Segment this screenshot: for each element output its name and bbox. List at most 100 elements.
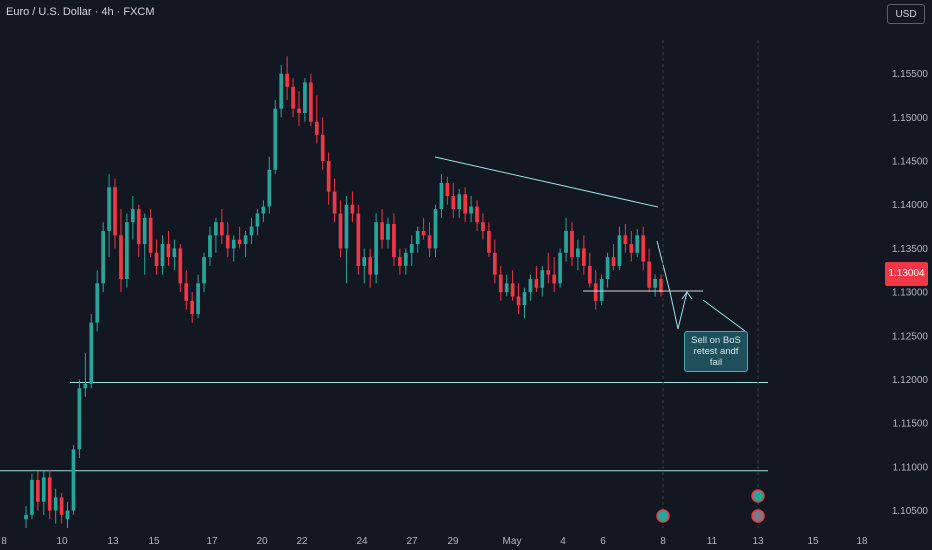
x-tick-label: 8 [660, 536, 666, 547]
candle-body [255, 213, 260, 227]
candle-body [528, 279, 533, 293]
candle [89, 313, 94, 389]
candle-body [89, 322, 94, 384]
candle [451, 182, 456, 218]
candle-body [231, 239, 236, 249]
candle-body [653, 279, 657, 288]
candle-body [196, 283, 200, 314]
candle-body [53, 497, 58, 511]
candle-body [160, 244, 165, 266]
candle [101, 222, 105, 293]
candle-body [451, 196, 456, 210]
y-tick-label: 1.14000 [892, 200, 929, 211]
event-marker-icon[interactable] [751, 489, 765, 503]
candle-body [273, 108, 278, 170]
candle-body [392, 223, 396, 258]
x-tick-label: 11 [707, 536, 718, 547]
candle [297, 91, 301, 127]
candle-body [552, 274, 557, 284]
candle [593, 270, 598, 310]
candle [647, 248, 651, 293]
candle [386, 217, 390, 249]
candle [30, 473, 34, 520]
x-tick-label: 22 [296, 536, 308, 547]
candle [605, 252, 610, 288]
candle [617, 226, 622, 271]
candle [546, 252, 551, 284]
candle-body [291, 86, 295, 109]
candle-body [59, 497, 64, 515]
event-marker-icon[interactable] [656, 509, 670, 523]
candle [71, 445, 76, 515]
x-tick-label: 8 [1, 536, 7, 547]
candle-body [605, 257, 610, 279]
candle-body [297, 108, 301, 113]
projection-path[interactable] [656, 240, 688, 330]
candle [142, 213, 147, 275]
candle-body [635, 235, 640, 253]
candle [653, 274, 657, 297]
candlesticks [24, 56, 663, 528]
candle [350, 191, 355, 223]
candle-body [564, 230, 568, 253]
y-tick-label: 1.12000 [892, 375, 929, 386]
candle-body [154, 252, 159, 266]
candle [576, 239, 580, 271]
candle-body [243, 235, 248, 245]
trade-annotation[interactable]: Sell on BoS retest andf fail [684, 331, 748, 372]
candle [415, 226, 420, 253]
candle [463, 187, 467, 223]
candle [273, 99, 278, 175]
candle [344, 196, 349, 284]
candle-body [415, 230, 420, 245]
candle [225, 222, 230, 258]
currency-button[interactable]: USD [887, 4, 925, 24]
x-tick-label: 13 [752, 536, 764, 547]
candle-body [101, 230, 105, 284]
candle [95, 270, 100, 332]
candle-body [576, 248, 580, 258]
x-tick-label: 4 [560, 536, 566, 547]
candle-body [107, 187, 111, 231]
candle-body [593, 283, 598, 301]
candle [403, 248, 408, 275]
candle [469, 196, 473, 223]
candle-body [309, 82, 313, 122]
candle [83, 353, 88, 397]
descending-trendline[interactable] [434, 156, 659, 208]
candle [237, 226, 242, 249]
candle-body [623, 235, 628, 245]
x-tick-label: 6 [600, 536, 606, 547]
candle-body [36, 479, 40, 502]
candle-body [522, 292, 527, 306]
candle-body [629, 244, 634, 253]
candle-body [184, 283, 189, 301]
candle [113, 178, 117, 249]
candle [190, 292, 195, 323]
candle-body [30, 479, 34, 515]
candle [558, 248, 562, 288]
candle [326, 152, 331, 205]
candle-body [504, 283, 509, 293]
candle-body [214, 222, 218, 236]
candle [659, 274, 663, 297]
candle [41, 471, 46, 515]
projection-arrowhead [681, 291, 693, 300]
symbol-title[interactable]: Euro / U.S. Dollar · 4h · FXCM [6, 6, 155, 18]
candle-body [136, 209, 141, 245]
candle [582, 235, 586, 275]
x-tick-label: 15 [148, 536, 160, 547]
y-tick-label: 1.15000 [892, 113, 929, 124]
candle [368, 248, 373, 288]
candle [303, 78, 307, 122]
candle [516, 283, 521, 314]
candle-body [178, 248, 183, 284]
candle-body [374, 222, 378, 275]
candle-body [190, 300, 195, 314]
event-marker-icon[interactable] [751, 509, 765, 523]
candle-body [409, 244, 414, 253]
horizontal-levels [0, 382, 768, 472]
candle [202, 252, 206, 293]
candle [130, 196, 135, 240]
